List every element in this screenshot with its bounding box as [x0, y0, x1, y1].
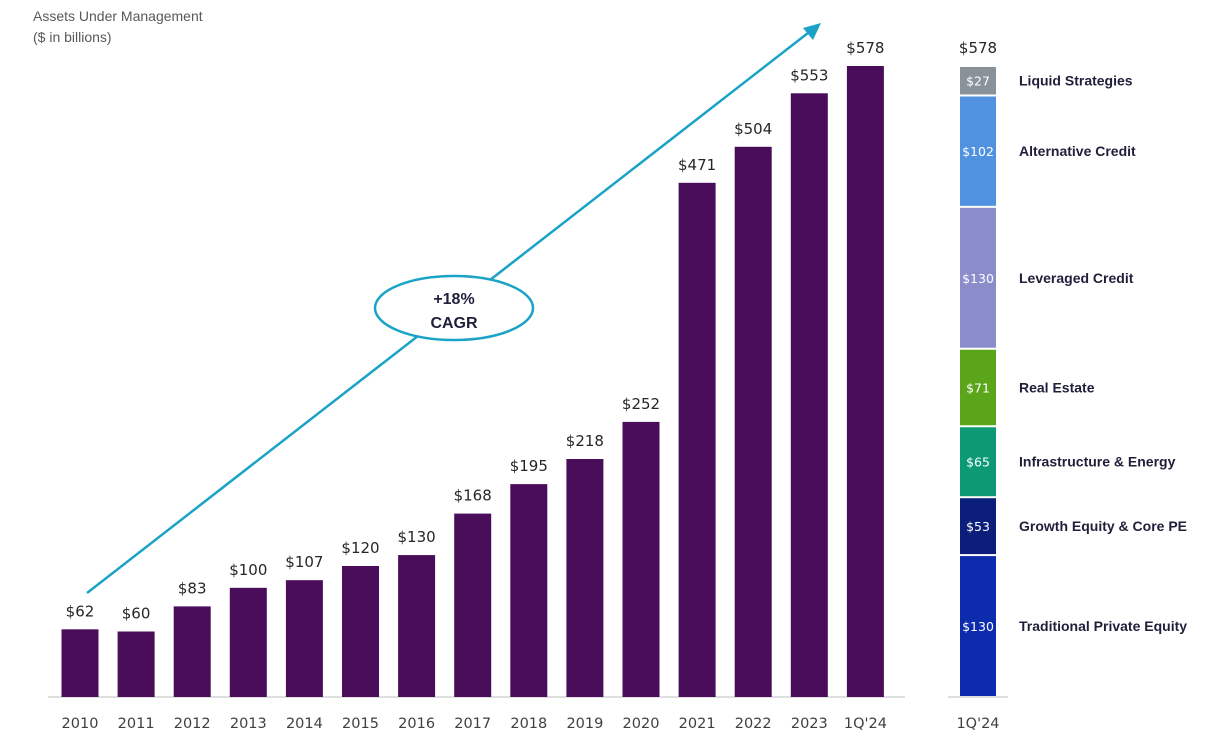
bar-1Q'24	[846, 66, 884, 697]
bar-value-label: $195	[510, 457, 548, 475]
bar-2023	[790, 93, 828, 698]
x-tick-label: 2017	[454, 716, 491, 732]
bar-value-label: $471	[678, 156, 716, 174]
bar-2021	[678, 182, 716, 698]
stack-segment-value: $130	[962, 271, 994, 286]
x-tick-label: 2011	[118, 716, 155, 732]
cagr-label-text: CAGR	[430, 315, 478, 332]
x-tick-label: 2020	[623, 716, 660, 732]
bar-value-label: $83	[178, 579, 207, 597]
stack-legend-label: Infrastructure & Energy	[1019, 454, 1176, 470]
bar-value-label: $100	[229, 561, 267, 579]
stack-segment-value: $102	[962, 144, 994, 159]
bar-value-label: $60	[122, 604, 151, 622]
stack-segment-infrastructure-energy	[960, 427, 996, 497]
x-tick-label: 2012	[174, 716, 211, 732]
bar-value-label: $252	[622, 395, 660, 413]
x-tick-label: 2021	[679, 716, 716, 732]
chart-subtitle: ($ in billions)	[33, 29, 112, 45]
bar-value-label: $504	[734, 120, 772, 138]
bar-value-label: $107	[285, 553, 323, 571]
bar-2016	[398, 555, 436, 697]
bar-value-label: $218	[566, 432, 604, 450]
chart-title: Assets Under Management	[33, 8, 203, 24]
chart-title-block: Assets Under Management ($ in billions)	[33, 6, 203, 48]
bar-2014	[285, 580, 323, 697]
stack-legend-label: Traditional Private Equity	[1019, 618, 1187, 634]
bar-value-label: $553	[790, 66, 828, 84]
stack-segment-leveraged-credit	[960, 207, 996, 348]
bar-value-label: $120	[341, 539, 379, 557]
x-tick-label: 2010	[62, 716, 99, 732]
cagr-arrowhead	[803, 23, 821, 40]
bar-2022	[734, 146, 772, 697]
x-tick-label: 2023	[791, 716, 828, 732]
x-tick-label: 2022	[735, 716, 772, 732]
x-tick-label: 2018	[510, 716, 547, 732]
cagr-percent-text: +18%	[433, 291, 474, 308]
stack-segment-traditional-private-equity	[960, 556, 996, 696]
stack-segment-value: $53	[966, 519, 990, 534]
bar-2015	[342, 565, 379, 697]
bar-2010	[61, 629, 99, 697]
stack-segment-value: $130	[962, 619, 994, 634]
bar-2020	[622, 421, 660, 697]
stack-segment-alternative-credit	[960, 96, 996, 206]
stack-legend-label: Alternative Credit	[1019, 143, 1136, 159]
stack-legend-label: Liquid Strategies	[1019, 73, 1133, 89]
stack-legend-label: Growth Equity & Core PE	[1019, 518, 1187, 534]
bar-2012	[173, 606, 211, 697]
stack-segment-value: $27	[966, 74, 990, 89]
stack-category-label: 1Q'24	[956, 716, 999, 732]
x-tick-label: 2019	[566, 716, 603, 732]
x-tick-label: 1Q'24	[844, 716, 887, 732]
bar-value-label: $130	[398, 528, 436, 546]
x-tick-label: 2016	[398, 716, 435, 732]
x-tick-label: 2013	[230, 716, 267, 732]
bar-2017	[454, 513, 492, 697]
stack-segment-value: $71	[966, 381, 990, 396]
stack-legend-label: Leveraged Credit	[1019, 270, 1134, 286]
stack-legend-label: Real Estate	[1019, 380, 1095, 396]
bar-2011	[117, 631, 155, 697]
bar-2013	[229, 587, 267, 697]
bar-value-label: $578	[846, 39, 884, 57]
bar-value-label: $62	[66, 602, 95, 620]
stack-segment-liquid-strategies	[960, 67, 996, 95]
x-tick-label: 2014	[286, 716, 323, 732]
bar-value-label: $168	[454, 487, 492, 505]
stack-segment-real-estate	[960, 349, 996, 426]
stack-segment-value: $65	[966, 455, 990, 470]
x-tick-label: 2015	[342, 716, 379, 732]
bar-2018	[510, 484, 548, 697]
bar-2019	[566, 459, 604, 697]
stack-segment-growth-equity-core-pe	[960, 498, 996, 555]
stack-total-label: $578	[959, 39, 997, 57]
cagr-callout	[373, 274, 535, 342]
